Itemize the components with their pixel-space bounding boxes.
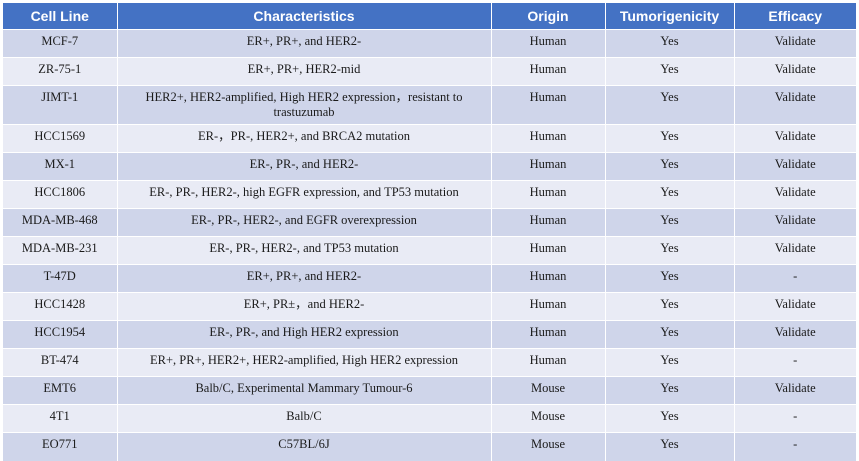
cell-line-table: Cell Line Characteristics Origin Tumorig… — [3, 3, 856, 461]
tumorigenicity-cell: Yes — [605, 404, 735, 433]
table-row: EMT6 Balb/C, Experimental Mammary Tumour-… — [3, 376, 856, 405]
efficacy-cell: - — [734, 348, 856, 377]
characteristics-cell: ER-, PR-, HER2-, high EGFR expression, a… — [117, 180, 492, 209]
tumorigenicity-cell: Yes — [605, 376, 735, 405]
tumorigenicity-cell: Yes — [605, 264, 735, 293]
tumorigenicity-cell: Yes — [605, 180, 735, 209]
tumorigenicity-cell: Yes — [605, 85, 735, 125]
efficacy-cell: Validate — [734, 208, 856, 237]
origin-cell: Human — [491, 85, 606, 125]
characteristics-cell: ER-, PR-, HER2-, and EGFR overexpression — [117, 208, 492, 237]
characteristics-cell: ER-, PR-, and HER2- — [117, 152, 492, 181]
efficacy-cell: Validate — [734, 152, 856, 181]
efficacy-cell: - — [734, 432, 856, 461]
origin-cell: Human — [491, 236, 606, 265]
origin-cell: Mouse — [491, 376, 606, 405]
characteristics-cell: ER-, PR-, and High HER2 expression — [117, 320, 492, 349]
characteristics-cell: ER+, PR±，and HER2- — [117, 292, 492, 321]
origin-cell: Human — [491, 320, 606, 349]
cell-line-cell: MDA-MB-231 — [3, 236, 118, 265]
characteristics-cell: Balb/C — [117, 404, 492, 433]
characteristics-cell: C57BL/6J — [117, 432, 492, 461]
table-row: 4T1 Balb/C Mouse Yes - — [3, 404, 856, 433]
tumorigenicity-cell: Yes — [605, 29, 735, 58]
cell-line-cell: MX-1 — [3, 152, 118, 181]
origin-cell: Human — [491, 292, 606, 321]
table-row: HCC1428 ER+, PR±，and HER2- Human Yes Validat… — [3, 292, 856, 321]
characteristics-cell: HER2+, HER2-amplified, High HER2 express… — [117, 85, 492, 125]
origin-cell: Human — [491, 152, 606, 181]
table-row: T-47D ER+, PR+, and HER2- Human Yes - — [3, 264, 856, 293]
cell-line-cell: T-47D — [3, 264, 118, 293]
characteristics-cell: ER-, PR-, HER2-, and TP53 mutation — [117, 236, 492, 265]
tumorigenicity-cell: Yes — [605, 432, 735, 461]
cell-line-cell: MCF-7 — [3, 29, 118, 58]
table-row: HCC1569 ER-，PR-, HER2+, and BRCA2 mutatio… — [3, 124, 856, 153]
efficacy-cell: Validate — [734, 376, 856, 405]
efficacy-cell: Validate — [734, 29, 856, 58]
cell-line-cell: BT-474 — [3, 348, 118, 377]
table-row: HCC1806 ER-, PR-, HER2-, high EGFR expres… — [3, 180, 856, 209]
table-body: MCF-7 ER+, PR+, and HER2- Human Yes Validate… — [3, 29, 856, 461]
origin-cell: Human — [491, 124, 606, 153]
header-efficacy: Efficacy — [734, 3, 856, 30]
efficacy-cell: Validate — [734, 320, 856, 349]
origin-cell: Human — [491, 348, 606, 377]
origin-cell: Mouse — [491, 432, 606, 461]
table-row: JIMT-1 HER2+, HER2-amplified, High HER2 e… — [3, 85, 856, 125]
cell-line-cell: HCC1954 — [3, 320, 118, 349]
table-row: HCC1954 ER-, PR-, and High HER2 expressio… — [3, 320, 856, 349]
tumorigenicity-cell: Yes — [605, 348, 735, 377]
efficacy-cell: Validate — [734, 236, 856, 265]
cell-line-cell: ZR-75-1 — [3, 57, 118, 86]
efficacy-cell: Validate — [734, 85, 856, 125]
origin-cell: Human — [491, 208, 606, 237]
header-cell-line: Cell Line — [3, 3, 118, 30]
characteristics-cell: ER-，PR-, HER2+, and BRCA2 mutation — [117, 124, 492, 153]
header-row: Cell Line Characteristics Origin Tumorig… — [3, 3, 856, 30]
table-row: MDA-MB-231 ER-, PR-, HER2-, and TP53 muta… — [3, 236, 856, 265]
efficacy-cell: Validate — [734, 124, 856, 153]
cell-line-cell: MDA-MB-468 — [3, 208, 118, 237]
header-characteristics: Characteristics — [117, 3, 492, 30]
cell-line-cell: EO771 — [3, 432, 118, 461]
characteristics-cell: ER+, PR+, and HER2- — [117, 264, 492, 293]
cell-line-cell: HCC1806 — [3, 180, 118, 209]
origin-cell: Mouse — [491, 404, 606, 433]
header-tumorigenicity: Tumorigenicity — [605, 3, 735, 30]
tumorigenicity-cell: Yes — [605, 124, 735, 153]
characteristics-cell: ER+, PR+, HER2+, HER2-amplified, High HE… — [117, 348, 492, 377]
table-row: MX-1 ER-, PR-, and HER2- Human Yes Validate — [3, 152, 856, 181]
tumorigenicity-cell: Yes — [605, 292, 735, 321]
cell-line-cell: HCC1569 — [3, 124, 118, 153]
cell-line-cell: 4T1 — [3, 404, 118, 433]
origin-cell: Human — [491, 180, 606, 209]
cell-line-cell: JIMT-1 — [3, 85, 118, 125]
table-row: EO771 C57BL/6J Mouse Yes - — [3, 432, 856, 461]
characteristics-cell: ER+, PR+, and HER2- — [117, 29, 492, 58]
tumorigenicity-cell: Yes — [605, 57, 735, 86]
efficacy-cell: - — [734, 264, 856, 293]
tumorigenicity-cell: Yes — [605, 208, 735, 237]
efficacy-cell: Validate — [734, 292, 856, 321]
table-row: MCF-7 ER+, PR+, and HER2- Human Yes Validate — [3, 29, 856, 58]
origin-cell: Human — [491, 264, 606, 293]
cell-line-cell: HCC1428 — [3, 292, 118, 321]
tumorigenicity-cell: Yes — [605, 152, 735, 181]
table-row: MDA-MB-468 ER-, PR-, HER2-, and EGFR over… — [3, 208, 856, 237]
header-origin: Origin — [491, 3, 606, 30]
characteristics-cell: Balb/C, Experimental Mammary Tumour-6 — [117, 376, 492, 405]
efficacy-cell: - — [734, 404, 856, 433]
tumorigenicity-cell: Yes — [605, 320, 735, 349]
efficacy-cell: Validate — [734, 180, 856, 209]
efficacy-cell: Validate — [734, 57, 856, 86]
cell-line-cell: EMT6 — [3, 376, 118, 405]
tumorigenicity-cell: Yes — [605, 236, 735, 265]
table-row: ZR-75-1 ER+, PR+, HER2-mid Human Yes Validat… — [3, 57, 856, 86]
characteristics-cell: ER+, PR+, HER2-mid — [117, 57, 492, 86]
origin-cell: Human — [491, 57, 606, 86]
origin-cell: Human — [491, 29, 606, 58]
table-row: BT-474 ER+, PR+, HER2+, HER2-amplified, H… — [3, 348, 856, 377]
